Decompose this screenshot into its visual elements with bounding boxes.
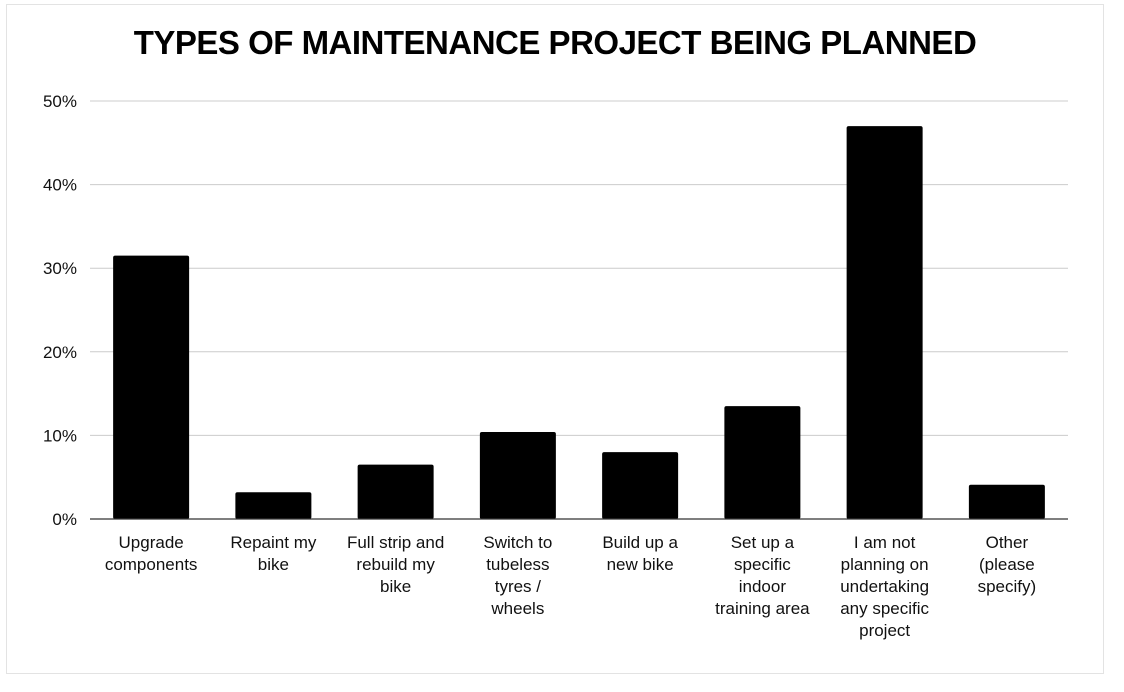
x-category-label: Build up a new bike bbox=[602, 533, 678, 574]
x-category-label-line: Upgrade bbox=[119, 533, 184, 552]
y-tick-label: 10% bbox=[43, 426, 77, 445]
y-axis-tick-labels: 0% 10% 20% 30% 40% 50% bbox=[43, 92, 77, 529]
x-category-label-line: undertaking bbox=[840, 577, 929, 596]
bar bbox=[846, 126, 923, 519]
x-category-label-line: I am not bbox=[854, 533, 916, 552]
x-category-label-line: any specific bbox=[840, 599, 929, 618]
x-category-label-line: components bbox=[105, 555, 198, 574]
x-category-label: Switch to tubeless tyres / wheels bbox=[483, 533, 552, 618]
x-category-label-line: Full strip and bbox=[347, 533, 444, 552]
bar bbox=[724, 406, 801, 519]
x-category-label-line: specify) bbox=[978, 577, 1037, 596]
x-category-label-line: tubeless bbox=[486, 555, 549, 574]
x-category-label: Upgrade components bbox=[105, 533, 198, 574]
y-tick-label: 50% bbox=[43, 92, 77, 111]
x-category-label-line: rebuild my bbox=[356, 555, 435, 574]
bar bbox=[357, 464, 434, 519]
x-category-label: Other (please specify) bbox=[978, 533, 1037, 596]
x-category-label: I am not planning on undertaking any specif… bbox=[840, 533, 929, 640]
x-category-label-line: tyres / bbox=[495, 577, 542, 596]
bar bbox=[602, 452, 679, 519]
x-category-label-line: specific bbox=[734, 555, 791, 574]
x-category-label-line: wheels bbox=[490, 599, 544, 618]
y-tick-label: 0% bbox=[52, 510, 77, 529]
x-category-label-line: Build up a bbox=[602, 533, 678, 552]
x-category-label-line: (please bbox=[979, 555, 1035, 574]
bar bbox=[113, 255, 190, 519]
x-category-label-line: Other bbox=[986, 533, 1029, 552]
x-category-label-line: indoor bbox=[739, 577, 787, 596]
x-category-label-line: bike bbox=[380, 577, 411, 596]
x-category-label-line: new bike bbox=[607, 555, 674, 574]
x-category-label-line: project bbox=[859, 621, 910, 640]
x-category-label-line: training area bbox=[715, 599, 810, 618]
x-category-label: Set up a specific indoor training area bbox=[715, 533, 810, 618]
bar bbox=[968, 484, 1045, 519]
x-category-label-line: planning on bbox=[841, 555, 929, 574]
x-category-label-line: Switch to bbox=[483, 533, 552, 552]
bars bbox=[113, 126, 1045, 519]
x-category-label-line: Set up a bbox=[731, 533, 795, 552]
y-tick-label: 40% bbox=[43, 176, 77, 195]
x-category-label-line: bike bbox=[258, 555, 289, 574]
chart-title: TYPES OF MAINTENANCE PROJECT BEING PLANN… bbox=[133, 24, 977, 61]
x-category-label: Repaint my bike bbox=[230, 533, 316, 574]
y-tick-label: 20% bbox=[43, 343, 77, 362]
x-category-label: Full strip and rebuild my bike bbox=[347, 533, 444, 596]
bar bbox=[235, 492, 312, 519]
x-category-label-line: Repaint my bbox=[230, 533, 316, 552]
bar bbox=[479, 432, 556, 519]
y-tick-label: 30% bbox=[43, 259, 77, 278]
